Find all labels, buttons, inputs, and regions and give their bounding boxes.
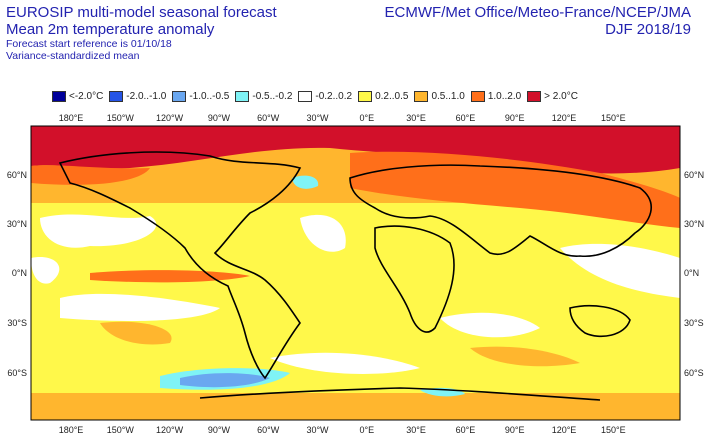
field-cold-southern-mid: [180, 373, 270, 388]
field-white-pacific-n: [40, 214, 157, 248]
right-lat-label: 0°N: [684, 268, 699, 278]
legend-swatch: [414, 90, 429, 102]
legend-swatch: [358, 90, 373, 102]
top-lon-label: 90°W: [208, 113, 231, 123]
field-white-w: [31, 257, 60, 284]
legend-swatch: [52, 90, 66, 102]
legend-swatch: [109, 90, 124, 102]
left-lat-labels: 60°N 30°N 0°N 30°S 60°S: [7, 170, 27, 378]
legend-item: <-2.0°C: [52, 90, 104, 102]
coast-americas: [58, 151, 302, 380]
top-lon-label: 90°E: [505, 113, 525, 123]
legend-label: <-2.0°C: [69, 90, 104, 102]
field-orange-sp: [100, 321, 172, 345]
top-lon-label: 30°W: [306, 113, 329, 123]
map-subtitle: Mean 2m temperature anomaly: [6, 21, 215, 38]
field-white-indian: [440, 312, 540, 338]
top-lon-label: 60°E: [456, 113, 476, 123]
legend-label: -1.0..-0.5: [189, 90, 230, 102]
top-lon-label: 150°W: [107, 113, 135, 123]
right-lat-label: 60°S: [684, 368, 704, 378]
coast-australia: [569, 304, 631, 337]
top-lon-label: 30°E: [406, 113, 426, 123]
left-lat-label: 60°S: [7, 368, 27, 378]
field-eurasia-orange: [350, 151, 680, 228]
field-white-atl-n: [300, 214, 346, 252]
bottom-lon-label: 60°W: [257, 425, 280, 435]
right-lat-label: 30°S: [684, 318, 704, 328]
bottom-lon-label: 150°E: [601, 425, 626, 435]
variance-note: Variance-standardized mean: [6, 50, 140, 62]
title-block: EUROSIP multi-model seasonal forecast Me…: [6, 4, 277, 62]
legend-label: -2.0..-1.0: [126, 90, 167, 102]
map-panel: 180°E 150°W 120°W 90°W 60°W 30°W 0°E 30°E 60°E 90…: [0, 108, 707, 439]
coast-eurasia: [349, 164, 652, 258]
field-white-pacific-s: [60, 293, 220, 321]
anomaly-field: [31, 126, 680, 420]
legend-item: 0.5..1.0: [414, 90, 465, 102]
bottom-lon-label: 30°E: [406, 425, 426, 435]
period-label: DJF 2018/19: [605, 21, 691, 38]
legend-item: 1.0..2.0: [470, 90, 522, 102]
right-lat-label: 60°N: [684, 170, 704, 180]
field-alaska-orange: [31, 165, 150, 185]
map-title: EUROSIP multi-model seasonal forecast: [6, 4, 277, 21]
coast-antarctica: [199, 387, 601, 401]
left-lat-label: 0°N: [12, 268, 27, 278]
legend-swatch: [470, 90, 485, 102]
legend-item: -2.0..-1.0: [109, 90, 167, 102]
field-white-south-atl: [270, 352, 420, 374]
top-lon-label: 0°E: [359, 113, 374, 123]
forecast-start: Forecast start reference is 01/10/18: [6, 38, 172, 50]
top-lon-label: 150°E: [601, 113, 626, 123]
map-frame: [30, 125, 681, 421]
bottom-lon-label: 180°E: [59, 425, 84, 435]
top-lon-label: 60°W: [257, 113, 280, 123]
top-lon-labels: 180°E 150°W 120°W 90°W 60°W 30°W 0°E 30°E 60°E 90…: [59, 113, 626, 123]
bottom-lon-label: 90°E: [505, 425, 525, 435]
legend-label: > 2.0°C: [544, 90, 578, 102]
legend-swatch: [172, 90, 187, 102]
field-enso-tongue: [90, 270, 250, 283]
legend-label: -0.5..-0.2: [252, 90, 293, 102]
coastlines: [58, 151, 652, 401]
centers-label: ECMWF/Met Office/Meteo-France/NCEP/JMA: [384, 4, 691, 21]
legend-item: -0.2..0.2: [298, 90, 353, 102]
source-block: ECMWF/Met Office/Meteo-France/NCEP/JMA D…: [385, 4, 691, 38]
top-lon-label: 120°W: [156, 113, 184, 123]
legend-swatch: [298, 90, 313, 102]
legend-label: 1.0..2.0: [487, 90, 522, 102]
coast-africa: [374, 225, 455, 333]
legend-item: -1.0..-0.5: [172, 90, 230, 102]
legend-swatch: [235, 90, 250, 102]
field-antarctic-orange: [31, 393, 680, 420]
bottom-lon-label: 150°W: [107, 425, 135, 435]
top-lon-label: 180°E: [59, 113, 84, 123]
bottom-lon-label: 90°W: [208, 425, 231, 435]
bottom-lon-label: 30°W: [306, 425, 329, 435]
left-lat-label: 30°N: [7, 219, 27, 229]
bottom-lon-labels: 180°E 150°W 120°W 90°W 60°W 30°W 0°E 30°E 60°E 90…: [59, 425, 626, 435]
top-lon-label: 120°E: [552, 113, 577, 123]
left-lat-label: 30°S: [7, 318, 27, 328]
right-lat-label: 30°N: [684, 219, 704, 229]
right-lat-labels: 60°N 30°N 0°N 30°S 60°S: [684, 170, 704, 378]
left-lat-label: 60°N: [7, 170, 27, 180]
legend: <-2.0°C -2.0..-1.0 -1.0..-0.5 -0.5..-0.2 -0.…: [52, 89, 584, 103]
bottom-lon-label: 120°E: [552, 425, 577, 435]
field-orange-io: [470, 346, 580, 367]
legend-label: 0.2..0.5: [375, 90, 409, 102]
anomaly-map: 180°E 150°W 120°W 90°W 60°W 30°W 0°E 30°E 60°E 90…: [7, 113, 704, 435]
bottom-lon-label: 120°W: [156, 425, 184, 435]
bottom-lon-label: 0°E: [359, 425, 374, 435]
legend-label: -0.2..0.2: [315, 90, 353, 102]
legend-item: -0.5..-0.2: [235, 90, 293, 102]
legend-item: > 2.0°C: [527, 90, 578, 102]
field-cold-labrador: [292, 175, 319, 189]
legend-swatch: [527, 90, 542, 102]
bottom-lon-label: 60°E: [456, 425, 476, 435]
legend-label: 0.5..1.0: [431, 90, 465, 102]
field-white-wpac: [560, 243, 680, 298]
legend-item: 0.2..0.5: [358, 90, 409, 102]
